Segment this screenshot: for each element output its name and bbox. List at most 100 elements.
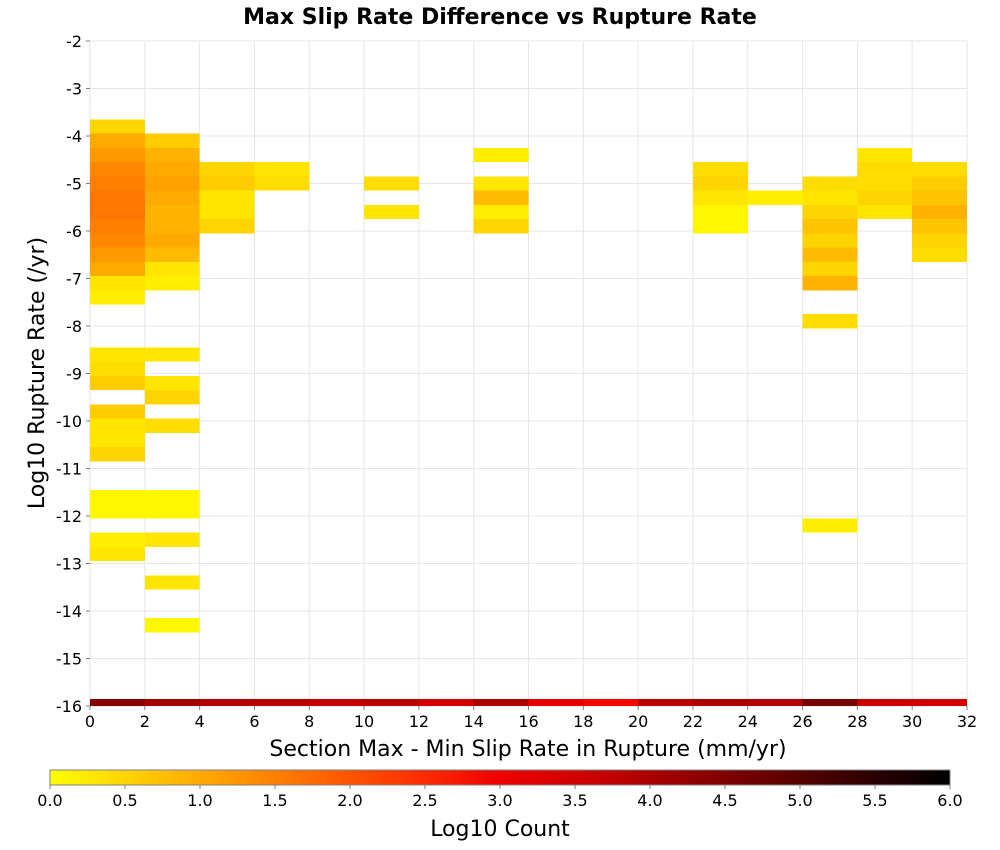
heatmap-cell: [90, 204, 145, 220]
heatmap-cell: [912, 247, 967, 262]
x-tick-label: 18: [573, 712, 593, 731]
heatmap-cell: [90, 162, 145, 177]
heatmap-cell: [144, 204, 200, 220]
heatmap-cell: [90, 375, 145, 391]
heatmap-cell: [144, 375, 200, 391]
heatmap-cells: [90, 119, 967, 706]
y-tick-label: -11: [56, 460, 82, 479]
y-tick-label: -3: [66, 80, 82, 99]
heatmap-cell: [857, 176, 913, 191]
y-tick-label: -4: [66, 127, 82, 146]
heatmap-cell: [144, 147, 200, 163]
y-tick-label: -5: [66, 175, 82, 194]
heatmap-cell: [912, 219, 967, 234]
colorbar-tick-label: 3.5: [562, 791, 587, 810]
colorbar-tick-label: 0.5: [112, 791, 137, 810]
heatmap-cell: [692, 176, 748, 191]
heatmap-cell: [90, 532, 145, 547]
heatmap-cell: [144, 261, 200, 277]
y-tick-label: -10: [56, 412, 82, 431]
x-axis-ticks: 0 2 4 6 8 10 12 14 16 18 20 22 24 26 28 30 32: [85, 706, 977, 731]
y-tick-label: -7: [66, 270, 82, 289]
chart-title: Max Slip Rate Difference vs Rupture Rate: [243, 5, 757, 30]
heatmap-cell: [90, 347, 145, 362]
colorbar-ticks: 0.0 0.5 1.0 1.5 2.0 2.5 3.0 3.5 4.0 4.5 5.0 5.5 6.0: [37, 785, 963, 810]
heatmap-cell: [199, 162, 255, 177]
heatmap-cell: [802, 261, 858, 277]
total-row-cell: [912, 698, 967, 706]
total-row-cell: [638, 698, 693, 706]
x-tick-label: 16: [518, 712, 538, 731]
heatmap-cell: [802, 518, 858, 533]
colorbar-tick-label: 2.5: [412, 791, 437, 810]
total-row-cell: [692, 698, 748, 706]
x-tick-label: 30: [902, 712, 922, 731]
heatmap-cell: [912, 176, 967, 191]
x-tick-label: 32: [957, 712, 977, 731]
colorbar-tick-label: 1.5: [262, 791, 287, 810]
colorbar-tick-label: 0.0: [37, 791, 62, 810]
heatmap-cell: [473, 147, 529, 163]
x-tick-label: 4: [195, 712, 205, 731]
x-tick-label: 10: [354, 712, 374, 731]
y-tick-label: -16: [56, 697, 82, 716]
heatmap-cell: [90, 361, 145, 376]
heatmap-cell: [802, 247, 858, 262]
heatmap-cell: [144, 532, 200, 547]
y-tick-label: -12: [56, 507, 82, 526]
heatmap-cell: [144, 489, 200, 505]
heatmap-cell: [144, 176, 200, 191]
total-row-cell: [583, 698, 639, 706]
colorbar-tick-label: 5.5: [862, 791, 887, 810]
heatmap-cell: [912, 190, 967, 205]
x-tick-label: 6: [249, 712, 259, 731]
heatmap-cell: [90, 404, 145, 419]
heatmap-cell: [90, 147, 145, 163]
heatmap-cell: [199, 204, 255, 220]
heatmap-cell: [802, 314, 858, 329]
x-tick-label: 14: [464, 712, 484, 731]
heatmap-cell: [90, 176, 145, 191]
x-tick-label: 26: [792, 712, 812, 731]
heatmap-cell: [473, 176, 529, 191]
y-axis-label: Log10 Rupture Rate (/yr): [25, 237, 50, 509]
heatmap-cell: [90, 219, 145, 234]
heatmap-cell: [90, 261, 145, 277]
heatmap-cell: [857, 204, 913, 220]
heatmap-cell: [90, 119, 145, 134]
y-tick-label: -9: [66, 365, 82, 384]
heatmap-cell: [254, 176, 310, 191]
heatmap-cell: [857, 147, 913, 163]
heatmap-cell: [254, 162, 310, 177]
x-tick-label: 20: [628, 712, 648, 731]
heatmap-cell: [144, 390, 200, 405]
x-axis-label: Section Max - Min Slip Rate in Rupture (…: [269, 737, 786, 762]
heatmap-cell: [144, 504, 200, 519]
colorbar-tick-label: 6.0: [937, 791, 962, 810]
heatmap-cell: [912, 233, 967, 248]
x-tick-label: 2: [140, 712, 150, 731]
heatmap-cell: [802, 190, 858, 205]
x-tick-label: 22: [683, 712, 703, 731]
heatmap-cell: [802, 219, 858, 234]
total-row-cell: [90, 698, 145, 706]
y-tick-label: -8: [66, 317, 82, 336]
heatmap-cell: [802, 204, 858, 220]
total-row-cell: [857, 698, 913, 706]
y-tick-label: -14: [56, 602, 82, 621]
heatmap-cell: [692, 190, 748, 205]
heatmap-cell: [199, 219, 255, 234]
y-tick-label: -6: [66, 222, 82, 241]
total-row-cell: [364, 698, 419, 706]
y-tick-label: -15: [56, 650, 82, 669]
heatmap-cell: [857, 162, 913, 177]
heatmap-cell: [90, 290, 145, 305]
heatmap-cell: [144, 233, 200, 248]
heatmap-cell: [692, 162, 748, 177]
total-row-cell: [747, 698, 803, 706]
heatmap-cell: [912, 204, 967, 220]
y-axis-ticks: -2 -3 -4 -5 -6 -7 -8 -9 -10 -11 -12 -13 -14 -15 -16: [56, 32, 90, 716]
total-row-cell: [473, 698, 529, 706]
heatmap-cell: [90, 489, 145, 505]
